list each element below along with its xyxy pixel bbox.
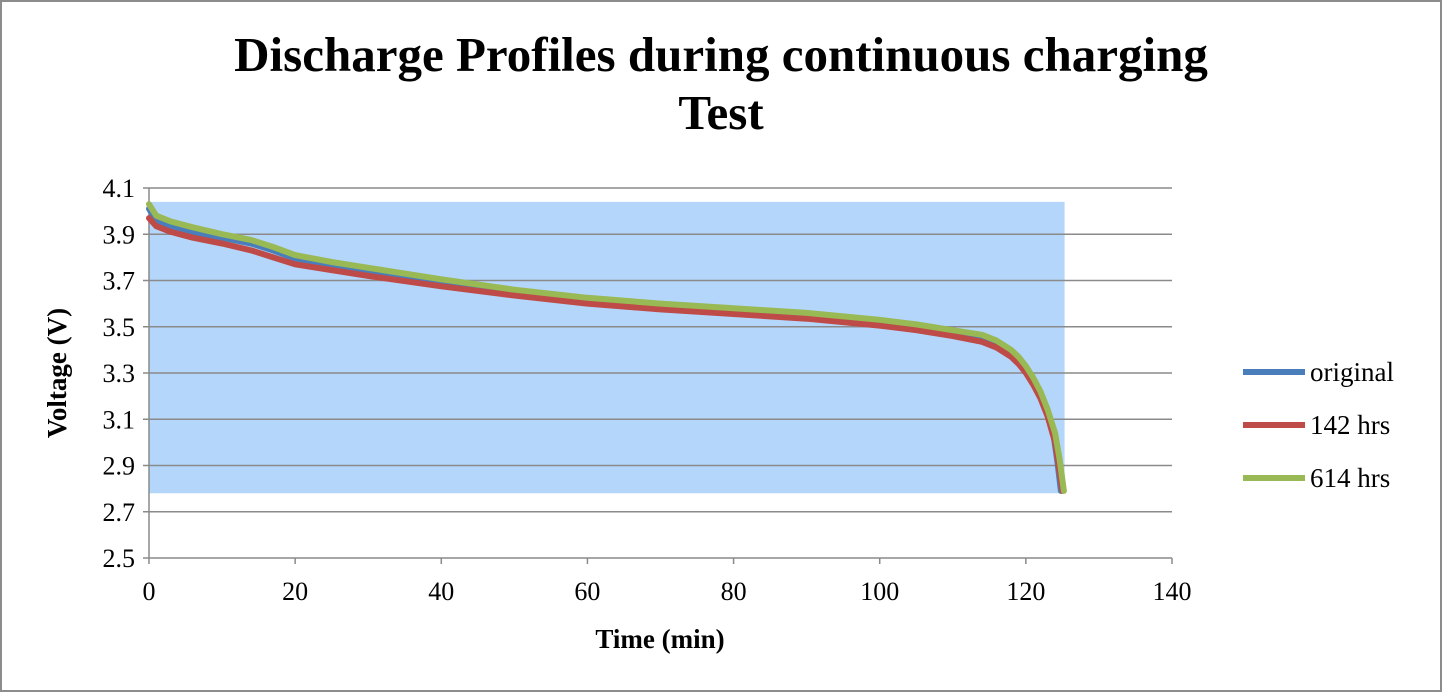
x-tick-label: 120 xyxy=(1006,577,1045,606)
chart-title: Discharge Profiles during continuous cha… xyxy=(0,26,1442,142)
y-axis-title: Voltage (V) xyxy=(42,308,72,438)
chart-title-line-2: Test xyxy=(678,85,764,140)
y-tick-label: 3.9 xyxy=(103,220,136,249)
y-tick-label: 4.1 xyxy=(103,174,136,203)
highlight-region xyxy=(149,201,1065,494)
x-tick-label: 20 xyxy=(282,577,308,606)
legend-label: original xyxy=(1310,357,1394,387)
x-tick-label: 140 xyxy=(1153,577,1192,606)
chart-title-line-1: Discharge Profiles during continuous cha… xyxy=(234,27,1208,82)
legend-label: 142 hrs xyxy=(1310,410,1390,440)
legend-label: 614 hrs xyxy=(1310,463,1390,493)
x-tick-label: 80 xyxy=(721,577,747,606)
series-line-614-hrs xyxy=(146,201,1067,494)
x-tick-label: 40 xyxy=(428,577,454,606)
y-tick-label: 3.1 xyxy=(103,405,136,434)
legend: original 142 hrs 614 hrs xyxy=(1243,357,1394,493)
y-tick-label: 2.7 xyxy=(103,498,136,527)
y-tick-label: 2.5 xyxy=(103,544,136,573)
y-tick-label: 3.7 xyxy=(103,267,136,296)
x-tick-label: 0 xyxy=(143,577,156,606)
x-tick-label: 60 xyxy=(574,577,600,606)
series-line-142-hrs xyxy=(146,215,1066,494)
x-tick-label: 100 xyxy=(860,577,899,606)
y-tick-label: 3.3 xyxy=(103,359,136,388)
x-axis-title: Time (min) xyxy=(595,624,724,654)
y-tick-label: 3.5 xyxy=(103,313,136,342)
y-tick-label: 2.9 xyxy=(103,452,136,481)
